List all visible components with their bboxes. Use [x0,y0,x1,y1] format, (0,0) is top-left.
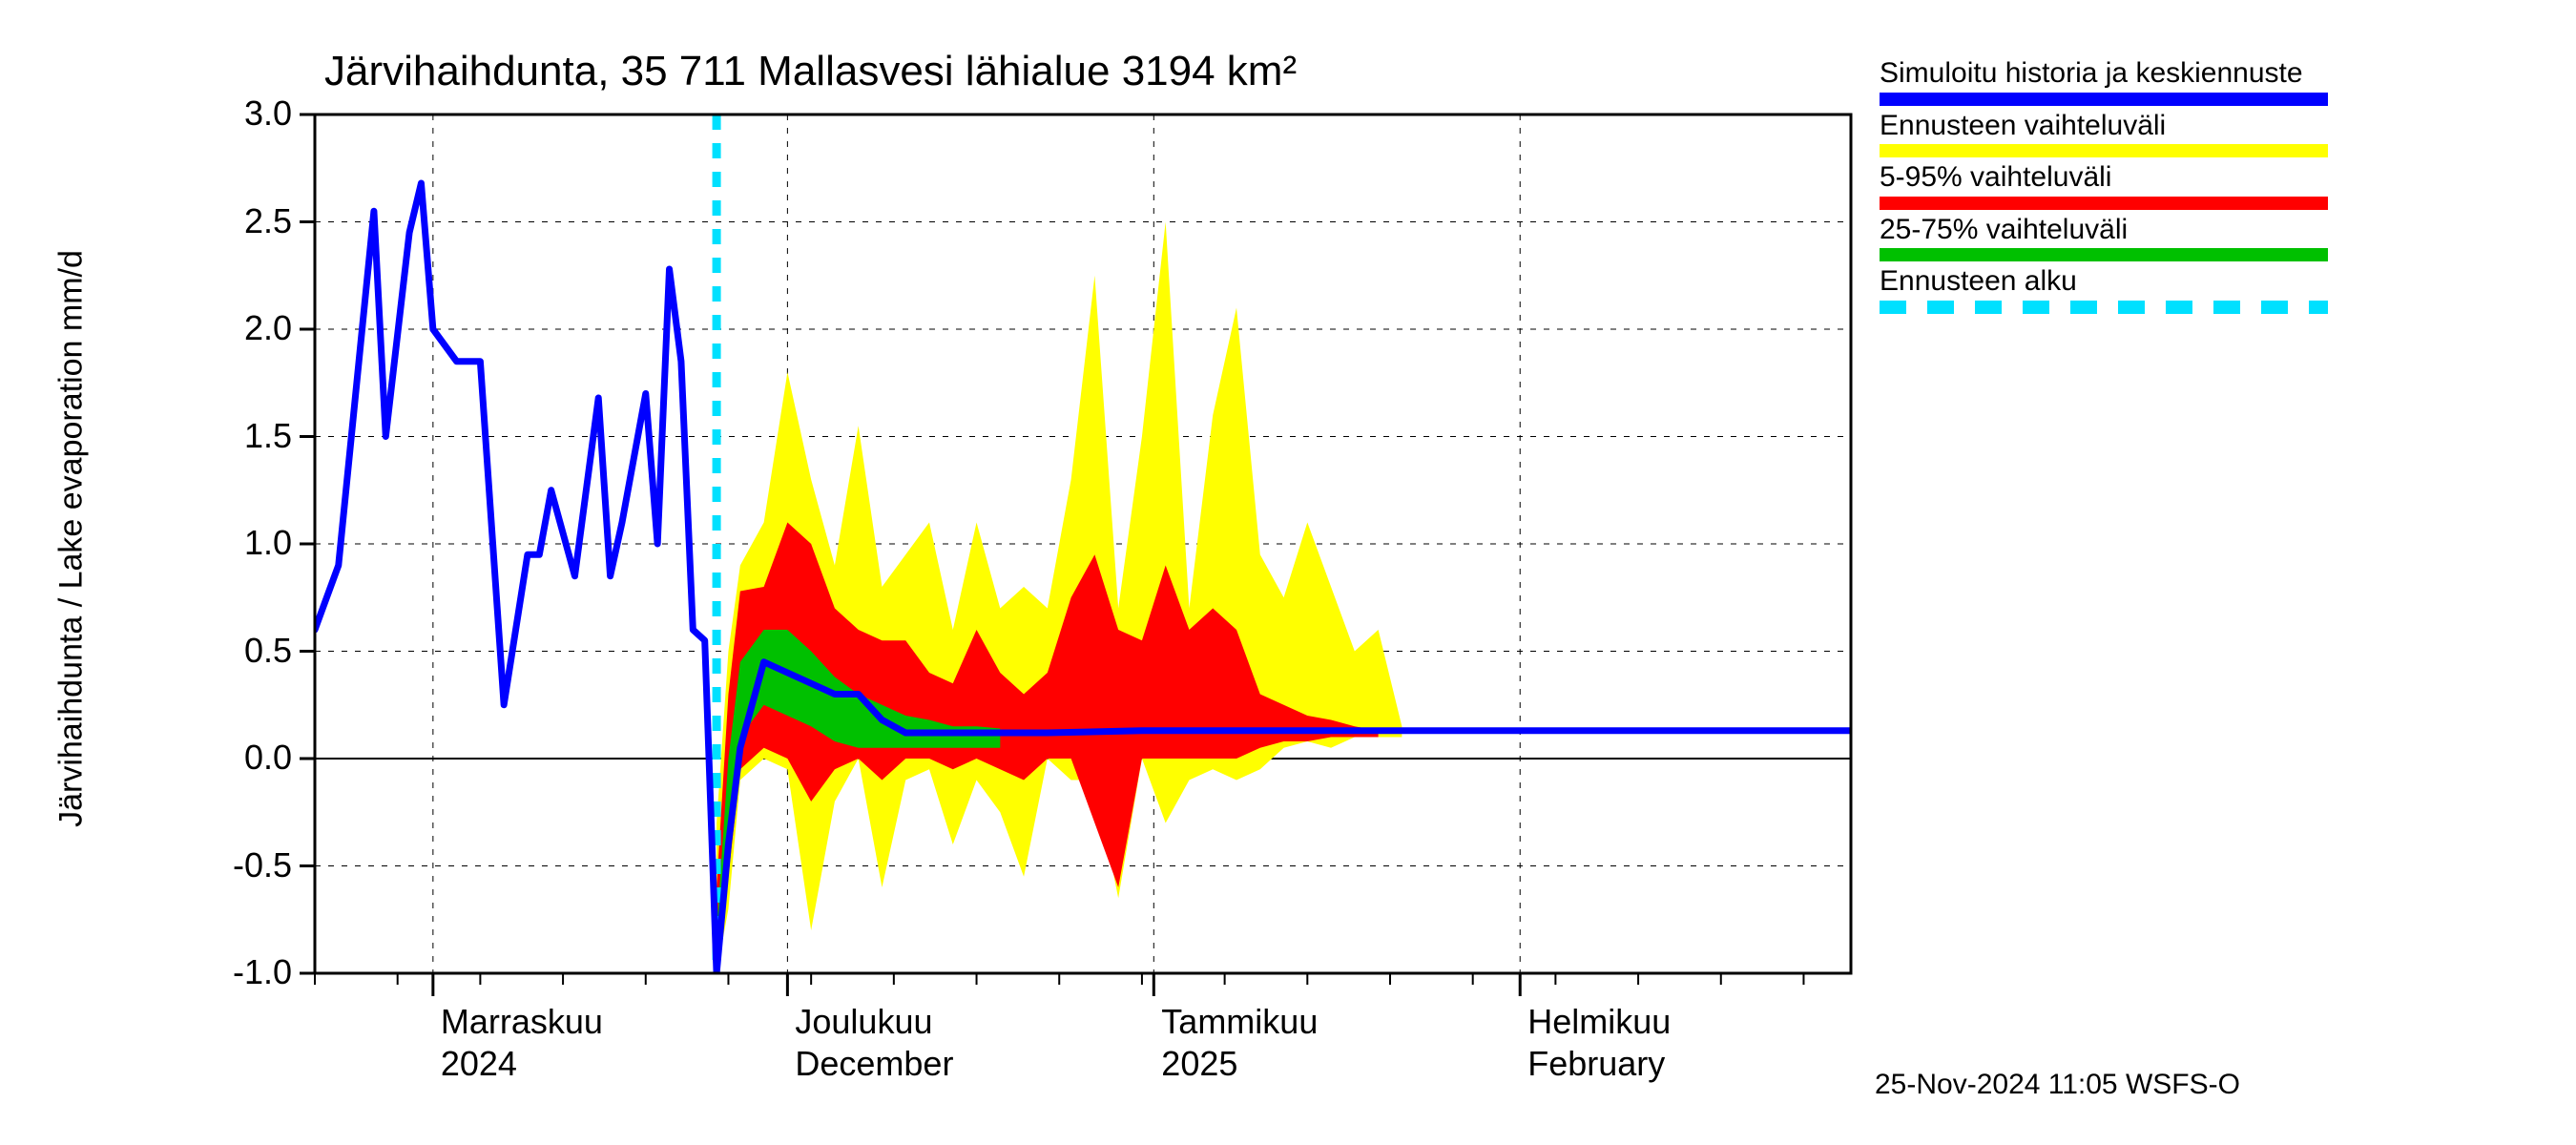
legend-entry: Ennusteen vaihteluväli [1880,110,2328,158]
chart-title: Järvihaihdunta, 35 711 Mallasvesi lähial… [324,48,1297,95]
y-tick: 2.0 [177,308,292,348]
x-month-sub: February [1527,1044,1665,1084]
x-month-sub: December [795,1044,953,1084]
legend-label: 5-95% vaihteluväli [1880,161,2328,197]
y-tick: 0.5 [177,631,292,671]
legend-swatch [1880,144,2328,157]
legend-swatch [1880,301,2328,314]
legend-entry: 25-75% vaihteluväli [1880,214,2328,262]
legend-label: Ennusteen vaihteluväli [1880,110,2328,145]
x-month-sub: 2025 [1161,1044,1237,1084]
legend-swatch [1880,248,2328,261]
legend: Simuloitu historia ja keskiennuste Ennust… [1880,57,2328,318]
y-tick: -1.0 [177,952,292,992]
legend-entry: 5-95% vaihteluväli [1880,161,2328,210]
legend-entry: Ennusteen alku [1880,265,2328,314]
legend-label: Simuloitu historia ja keskiennuste [1880,57,2328,93]
legend-entry: Simuloitu historia ja keskiennuste [1880,57,2328,106]
x-month-fi: Helmikuu [1527,1002,1671,1042]
legend-swatch [1880,93,2328,106]
legend-swatch [1880,197,2328,210]
footer-timestamp: 25-Nov-2024 11:05 WSFS-O [1875,1069,2240,1101]
y-tick: 1.0 [177,523,292,563]
x-month-fi: Marraskuu [441,1002,603,1042]
y-tick: 0.0 [177,738,292,778]
x-month-sub: 2024 [441,1044,517,1084]
y-tick: 2.5 [177,201,292,241]
y-tick: -0.5 [177,845,292,885]
x-month-fi: Tammikuu [1161,1002,1318,1042]
y-axis-label: Järvihaihdunta / Lake evaporation mm/d [53,205,91,873]
y-tick: 3.0 [177,94,292,134]
y-tick: 1.5 [177,416,292,456]
legend-label: 25-75% vaihteluväli [1880,214,2328,249]
x-month-fi: Joulukuu [795,1002,932,1042]
chart-stage: Järvihaihdunta, 35 711 Mallasvesi lähial… [0,0,2576,1145]
legend-label: Ennusteen alku [1880,265,2328,301]
